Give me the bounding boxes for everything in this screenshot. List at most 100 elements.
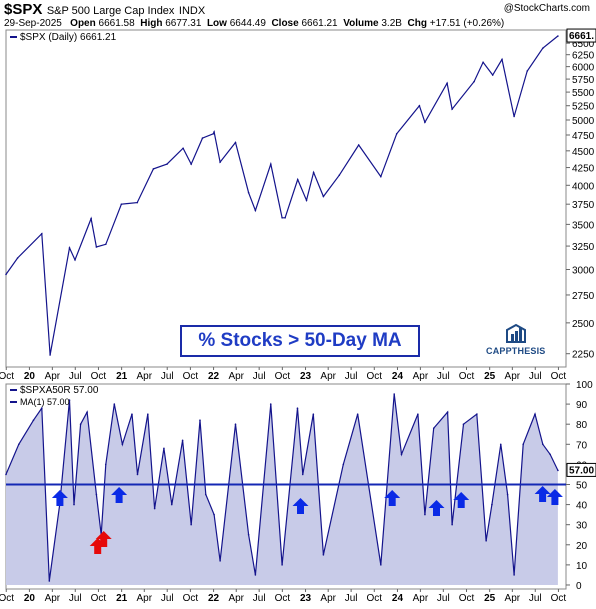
ma-legend-swatch	[10, 401, 17, 403]
breadth-x-tick-label: Oct	[0, 593, 14, 604]
breadth-point	[79, 423, 82, 425]
breadth-point	[462, 423, 465, 425]
spx-price-point	[182, 147, 184, 150]
price-x-tick-label: Apr	[45, 371, 61, 382]
breadth-x-tick-label: Oct	[551, 593, 567, 604]
header-title-line: $SPX S&P 500 Large Cap Index INDX	[4, 1, 205, 19]
breadth-point	[190, 523, 192, 526]
price-x-tick-label: Jul	[161, 371, 174, 382]
price-x-tick-label: Apr	[413, 371, 429, 382]
price-x-tick-label: 24	[392, 371, 404, 382]
price-y-tick-label: 5750	[572, 75, 595, 86]
chg-label: Chg	[407, 18, 427, 29]
breadth-x-tick-label: Jul	[253, 593, 266, 604]
price-x-tick-label: Jul	[529, 371, 542, 382]
spx-price-point	[491, 74, 494, 76]
breadth-point	[432, 427, 435, 430]
spx-price-point	[296, 178, 299, 181]
blue-up-arrow-icon	[546, 489, 563, 505]
exchange-label: INDX	[178, 5, 206, 17]
breadth-point	[534, 413, 536, 415]
breadth-point	[499, 443, 502, 446]
breadth-point	[549, 453, 551, 456]
blue-up-arrow-icon	[453, 492, 470, 508]
spx-price-point	[213, 131, 215, 133]
price-x-tick-label: Jul	[345, 371, 358, 382]
spx-price-point	[136, 201, 139, 204]
spx-price-point	[482, 61, 484, 64]
breadth-x-tick-label: Apr	[228, 593, 244, 604]
red-up-arrow-icon	[95, 531, 112, 547]
breadth-point	[213, 513, 215, 516]
price-y-tick-label: 2250	[572, 350, 595, 361]
quote-date: 29-Sep-2025	[4, 18, 62, 29]
spx-price-point	[152, 168, 155, 170]
breadth-point	[254, 574, 257, 576]
breadth-point	[131, 413, 133, 415]
breadth-x-tick-label: 20	[24, 593, 36, 604]
spx-price-point	[254, 209, 257, 212]
price-legend: $SPX (Daily) 6661.21	[20, 32, 117, 43]
breadth-point	[170, 503, 173, 506]
high-label: High	[140, 18, 163, 29]
price-y-tick-label: 5000	[572, 116, 595, 127]
breadth-point	[451, 523, 453, 526]
volume-label: Volume	[343, 18, 379, 29]
close-value: 6661.21	[301, 18, 338, 29]
price-x-tick-label: Jul	[253, 371, 266, 382]
breadth-x-tick-label: Jul	[345, 593, 358, 604]
breadth-legend-swatch	[10, 389, 17, 391]
breadth-point	[48, 580, 51, 582]
low-value: 6644.49	[229, 18, 266, 29]
low-label: Low	[206, 18, 227, 29]
ohlc-line: 29-Sep-2025 Open 6661.58 High 6677.31 Lo…	[4, 18, 504, 29]
breadth-point	[181, 439, 184, 442]
breadth-y-tick-label: 20	[576, 541, 588, 552]
breadth-legend: $SPXA50R 57.00	[20, 385, 99, 396]
blue-up-arrow-icon	[534, 486, 551, 502]
price-last-value-label: 6661.	[569, 31, 594, 42]
blue-up-arrow-icon	[292, 498, 309, 514]
breadth-point	[542, 443, 544, 446]
breadth-point	[281, 564, 283, 566]
breadth-y-tick-label: 30	[576, 521, 588, 532]
spx-price-point	[212, 132, 215, 135]
price-x-tick-label: 21	[116, 371, 128, 382]
breadth-x-tick-label: Oct	[459, 593, 475, 604]
breadth-point	[199, 419, 201, 421]
price-x-tick-label: 22	[208, 371, 220, 382]
breadth-x-tick-label: Oct	[183, 593, 199, 604]
breadth-point	[417, 413, 419, 415]
breadth-point	[446, 411, 449, 413]
breadth-point	[113, 403, 116, 405]
spx-price-point	[247, 191, 250, 194]
breadth-point	[400, 453, 403, 456]
spx-price-point	[473, 80, 475, 83]
spx-price-point	[513, 115, 515, 118]
price-y-tick-label: 4250	[572, 164, 595, 175]
breadth-x-tick-label: Apr	[320, 593, 336, 604]
breadth-point	[424, 513, 426, 516]
price-x-tick-label: 25	[484, 371, 496, 382]
breadth-point	[322, 554, 325, 556]
spx-price-point	[542, 47, 544, 50]
breadth-point	[136, 473, 139, 476]
price-x-tick-label: Oct	[551, 371, 567, 382]
price-y-tick-label: 6250	[572, 51, 595, 62]
spx-price-point	[418, 104, 421, 107]
price-y-tick-label: 3750	[572, 200, 595, 211]
breadth-point	[301, 473, 304, 476]
breadth-point	[269, 403, 272, 405]
breadth-point	[485, 539, 487, 542]
breadth-x-tick-label: Apr	[45, 593, 61, 604]
spx-price-point	[68, 247, 71, 249]
close-label: Close	[271, 18, 299, 29]
breadth-point	[204, 493, 207, 496]
spx-price-point	[451, 108, 453, 110]
breadth-point	[86, 411, 88, 413]
price-x-tick-label: Apr	[137, 371, 153, 382]
spx-price-point	[322, 195, 325, 198]
breadth-last-value-box	[566, 462, 596, 477]
